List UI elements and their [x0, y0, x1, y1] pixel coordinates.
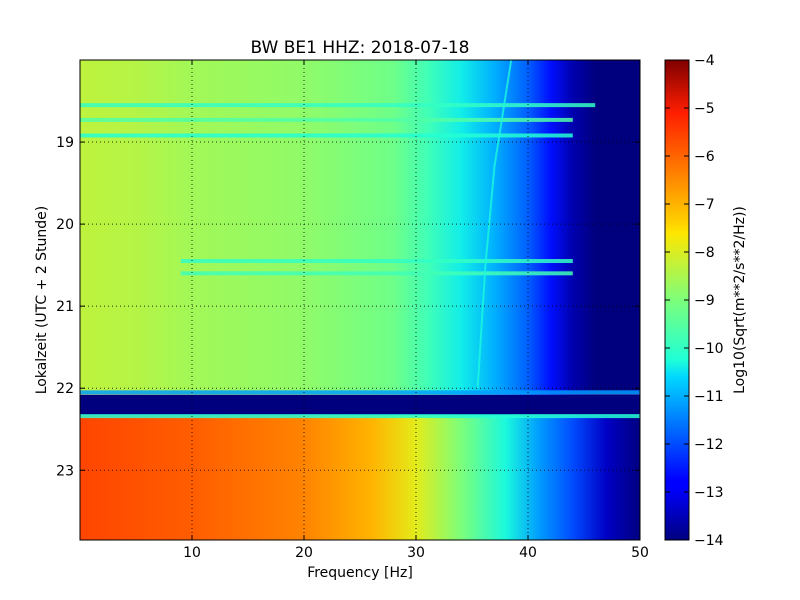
- x-tick-label: 30: [407, 545, 425, 561]
- y-axis-title: Lokalzeit (UTC + 2 Stunde): [34, 206, 50, 395]
- colorbar-tick-label: −8: [694, 245, 715, 261]
- chart-title: BW BE1 HHZ: 2018-07-18: [250, 38, 469, 58]
- heatmap-stripe: [180, 271, 573, 276]
- x-tick-label: 50: [631, 545, 649, 561]
- grid-lines: [80, 60, 640, 540]
- heatmap-stripe: [80, 103, 596, 108]
- y-tick-label: 23: [56, 463, 74, 479]
- heatmap-segment-upper: [80, 60, 640, 395]
- y-axis-ticks: 19 20 21 22 23: [56, 135, 640, 479]
- colorbar-title: Log10(Sqrt(m**2/s**2/Hz)): [732, 206, 748, 394]
- heatmap-stripe: [180, 259, 573, 264]
- colorbar-tick-label: −7: [694, 197, 715, 213]
- x-tick-label: 10: [183, 545, 201, 561]
- colorbar-tick-label: −10: [694, 341, 724, 357]
- colorbar-tick-label: −13: [694, 485, 724, 501]
- x-axis-ticks: 10 20 30 40 50: [183, 60, 649, 561]
- colorbar-tick-label: −11: [694, 389, 724, 405]
- spectrogram-heatmap: [80, 60, 640, 540]
- heatmap-stripe: [80, 133, 573, 138]
- colorbar-tick-label: −6: [694, 149, 715, 165]
- colorbar-tick-label: −12: [694, 437, 724, 453]
- y-tick-label: 19: [56, 135, 74, 151]
- colorbar-ticks: −4 −5 −6 −7 −8 −9 −10 −11 −12 −13 −14: [665, 53, 724, 549]
- colorbar-tick-label: −5: [694, 101, 715, 117]
- heatmap-stripe: [80, 390, 640, 395]
- colorbar-tick-label: −14: [694, 533, 724, 549]
- heatmap-segment-gap: [80, 394, 640, 416]
- y-tick-label: 20: [56, 217, 74, 233]
- drift-line: [476, 60, 513, 389]
- x-tick-label: 40: [519, 545, 537, 561]
- heatmap-stripe: [80, 414, 640, 419]
- colorbar-tick-label: −9: [694, 293, 715, 309]
- heatmap-stripe: [80, 117, 573, 122]
- colorbar-tick-label: −4: [694, 53, 715, 69]
- heatmap-segment-lower: [80, 415, 640, 540]
- x-axis-title: Frequency [Hz]: [307, 565, 413, 581]
- y-tick-label: 22: [56, 381, 74, 397]
- y-tick-label: 21: [56, 299, 74, 315]
- x-tick-label: 20: [295, 545, 313, 561]
- plot-frame: [79, 59, 641, 541]
